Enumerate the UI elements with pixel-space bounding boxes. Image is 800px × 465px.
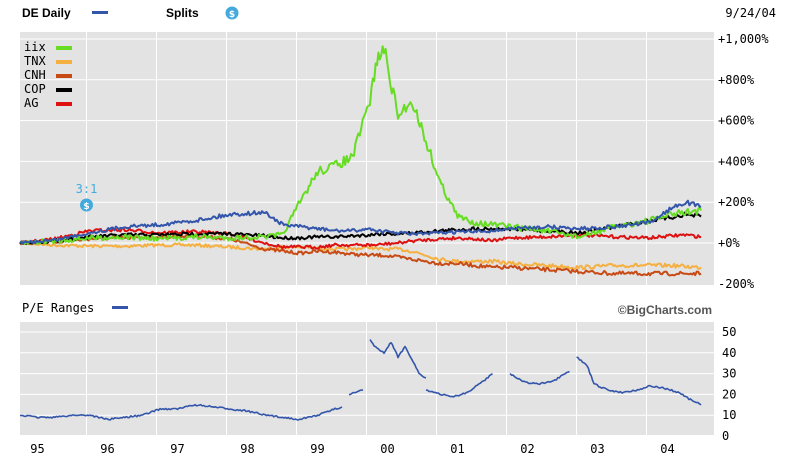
title-swatch [92, 11, 108, 14]
pe-segment-0 [20, 403, 343, 421]
pe-title: P/E Ranges [22, 301, 94, 315]
main-y-tick-4: +200% [718, 195, 755, 209]
series-line-de [19, 199, 702, 245]
legend-swatch-iix [56, 46, 72, 50]
main-y-tick-0: +1,000% [718, 32, 769, 46]
pe-segment-1 [348, 389, 364, 396]
x-tick-95: 95 [30, 442, 44, 456]
legend-swatch-ag [56, 102, 72, 106]
x-tick-00: 00 [380, 442, 394, 456]
main-series [19, 45, 702, 277]
pe-y-tick-3: 20 [722, 387, 736, 401]
svg-text:$: $ [229, 10, 235, 20]
legend-label-cnh: CNH [24, 68, 46, 82]
split-annotations: 3:1 $ [76, 182, 98, 212]
chart-title: DE Daily [22, 6, 71, 20]
legend-label-iix: iix [24, 40, 46, 54]
chart-date: 9/24/04 [725, 6, 776, 20]
x-tick-04: 04 [660, 442, 674, 456]
x-tick-01: 01 [450, 442, 464, 456]
main-y-tick-1: +800% [718, 73, 755, 87]
x-tick-99: 99 [310, 442, 324, 456]
pe-swatch [112, 306, 128, 309]
splits-icon: $ [225, 6, 239, 20]
pe-segment-2 [369, 339, 427, 379]
svg-text:$: $ [83, 202, 89, 212]
main-y-tick-3: +400% [718, 154, 755, 168]
x-tick-98: 98 [240, 442, 254, 456]
pe-segment-3 [425, 372, 493, 398]
main-y-axis: +1,000% +800% +600% +400% +200% +0% -200% [718, 32, 769, 291]
legend-label-ag: AG [24, 96, 38, 110]
x-tick-96: 96 [100, 442, 114, 456]
watermark: ©BigCharts.com [618, 303, 712, 317]
x-tick-97: 97 [170, 442, 184, 456]
pe-series [20, 339, 702, 421]
main-y-tick-2: +600% [718, 114, 755, 128]
series-line-iix [19, 45, 702, 245]
split-marker-icon: $ [80, 198, 93, 212]
x-tick-03: 03 [590, 442, 604, 456]
legend-label-tnx: TNX [24, 54, 46, 68]
pe-segment-4 [509, 370, 570, 386]
legend-swatch-cop [56, 88, 72, 92]
legend-label-cop: COP [24, 82, 46, 96]
pe-y-tick-5: 0 [722, 429, 729, 443]
series-line-tnx [19, 241, 702, 270]
x-axis: 95 96 97 98 99 00 01 02 03 04 [30, 442, 674, 456]
pe-y-tick-1: 40 [722, 346, 736, 360]
main-y-tick-5: +0% [718, 236, 740, 250]
pe-segment-5 [576, 356, 702, 406]
x-tick-02: 02 [520, 442, 534, 456]
split-ratio-label: 3:1 [76, 182, 98, 196]
legend-swatch-cnh [56, 74, 72, 78]
main-grid [20, 32, 717, 285]
main-y-tick-6: -200% [718, 277, 755, 291]
legend-swatch-tnx [56, 60, 72, 64]
pe-y-tick-4: 10 [722, 408, 736, 422]
pe-y-axis: 50 40 30 20 10 0 [722, 325, 736, 443]
splits-label: Splits [166, 6, 199, 20]
pe-y-tick-0: 50 [722, 325, 736, 339]
pe-y-tick-2: 30 [722, 367, 736, 381]
